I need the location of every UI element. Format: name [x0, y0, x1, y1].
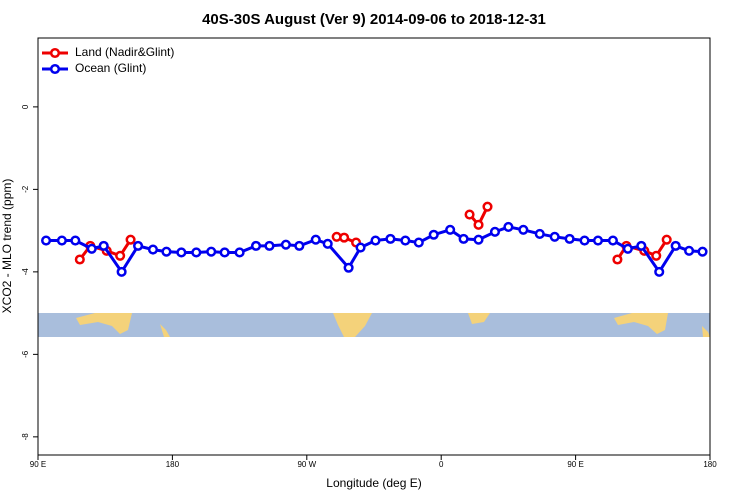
data-point	[56, 235, 67, 246]
data-point	[489, 226, 501, 237]
data-point	[115, 250, 126, 261]
x-tick-label: 90 E	[30, 460, 46, 469]
map-strip	[38, 313, 710, 337]
data-point	[161, 246, 172, 257]
data-point	[413, 237, 424, 248]
chart-title: 40S-30S August (Ver 9) 2014-09-06 to 201…	[202, 11, 546, 28]
data-point	[385, 233, 396, 244]
legend-label: Land (Nadir&Glint)	[75, 45, 174, 59]
data-point	[607, 235, 618, 246]
data-point	[41, 235, 52, 246]
x-tick-label: 180	[703, 460, 717, 469]
data-point	[697, 246, 708, 257]
y-axis-label: XCO2 - MLO trend (ppm)	[0, 179, 14, 314]
data-point	[612, 254, 623, 265]
data-point	[651, 250, 662, 261]
data-point	[234, 247, 245, 258]
data-point	[98, 240, 109, 251]
y-tick-label: -2	[21, 185, 30, 193]
data-point	[355, 242, 366, 253]
data-point	[482, 201, 493, 212]
data-point	[518, 224, 529, 235]
y-tick-label: -8	[21, 433, 30, 441]
data-point	[176, 247, 187, 258]
data-point	[294, 240, 305, 251]
legend-label: Ocean (Glint)	[75, 61, 146, 75]
data-point	[74, 254, 85, 265]
data-point	[116, 266, 127, 277]
y-tick-label: 0	[21, 104, 30, 109]
data-point	[592, 235, 604, 246]
x-tick-label: 90 W	[297, 460, 316, 469]
x-tick-label: 180	[166, 460, 180, 469]
x-axis-label: Longitude (deg E)	[326, 476, 421, 490]
data-point	[191, 247, 202, 258]
data-point	[636, 240, 647, 251]
data-point	[428, 229, 439, 240]
y-tick-label: -4	[21, 268, 30, 276]
plot-frame	[37, 37, 711, 456]
data-point	[549, 231, 560, 242]
data-point	[280, 239, 291, 250]
legend-marker	[49, 47, 61, 59]
data-point	[464, 209, 475, 220]
data-point	[473, 234, 484, 245]
data-point	[206, 246, 217, 257]
data-point	[370, 235, 381, 246]
data-point	[86, 243, 97, 254]
data-point	[670, 240, 681, 251]
data-point	[70, 235, 81, 246]
data-point	[322, 238, 333, 249]
data-point	[661, 234, 672, 245]
data-point	[564, 233, 575, 244]
y-tick-label: -6	[21, 350, 30, 358]
series-line	[46, 225, 703, 275]
data-point	[503, 221, 514, 232]
x-tick-label: 90 E	[567, 460, 583, 469]
data-point	[125, 234, 136, 245]
data-point	[445, 224, 456, 235]
data-point	[219, 247, 230, 258]
data-point	[250, 240, 262, 251]
data-point	[339, 232, 350, 243]
data-point	[534, 228, 545, 239]
data-point	[654, 266, 665, 277]
x-tick-label: 0	[439, 460, 444, 469]
data-point	[458, 233, 469, 244]
data-point	[473, 219, 484, 230]
data-point	[147, 244, 159, 255]
data-point	[343, 262, 354, 273]
data-point	[400, 235, 411, 246]
data-point	[579, 235, 590, 246]
data-point	[684, 245, 695, 256]
data-point	[622, 243, 633, 254]
legend-marker	[49, 63, 61, 75]
data-point	[264, 240, 275, 251]
data-point	[133, 240, 144, 251]
data-point	[310, 234, 321, 245]
